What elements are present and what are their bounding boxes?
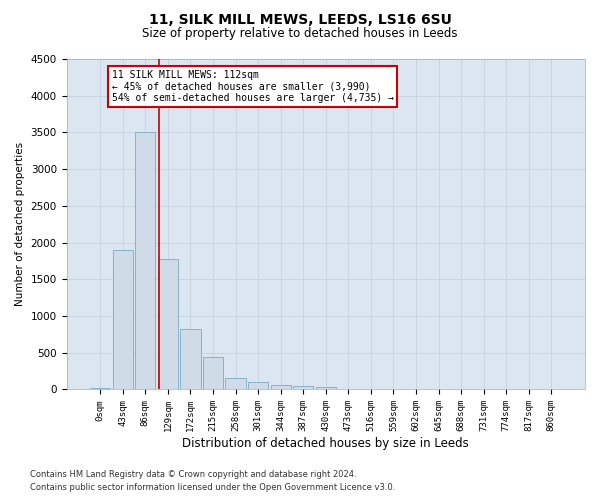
Y-axis label: Number of detached properties: Number of detached properties xyxy=(15,142,25,306)
Bar xyxy=(293,386,313,390)
Bar xyxy=(113,250,133,390)
Text: 11, SILK MILL MEWS, LEEDS, LS16 6SU: 11, SILK MILL MEWS, LEEDS, LS16 6SU xyxy=(149,12,451,26)
Text: 11 SILK MILL MEWS: 112sqm
← 45% of detached houses are smaller (3,990)
54% of se: 11 SILK MILL MEWS: 112sqm ← 45% of detac… xyxy=(112,70,394,103)
Bar xyxy=(90,388,110,390)
Bar xyxy=(248,382,268,390)
Bar xyxy=(158,259,178,390)
Text: Size of property relative to detached houses in Leeds: Size of property relative to detached ho… xyxy=(142,28,458,40)
Text: Contains HM Land Registry data © Crown copyright and database right 2024.: Contains HM Land Registry data © Crown c… xyxy=(30,470,356,479)
X-axis label: Distribution of detached houses by size in Leeds: Distribution of detached houses by size … xyxy=(182,437,469,450)
Text: Contains public sector information licensed under the Open Government Licence v3: Contains public sector information licen… xyxy=(30,484,395,492)
Bar xyxy=(316,388,336,390)
Bar xyxy=(135,132,155,390)
Bar xyxy=(226,378,246,390)
Bar xyxy=(203,357,223,390)
Bar xyxy=(271,384,291,390)
Bar xyxy=(181,328,200,390)
